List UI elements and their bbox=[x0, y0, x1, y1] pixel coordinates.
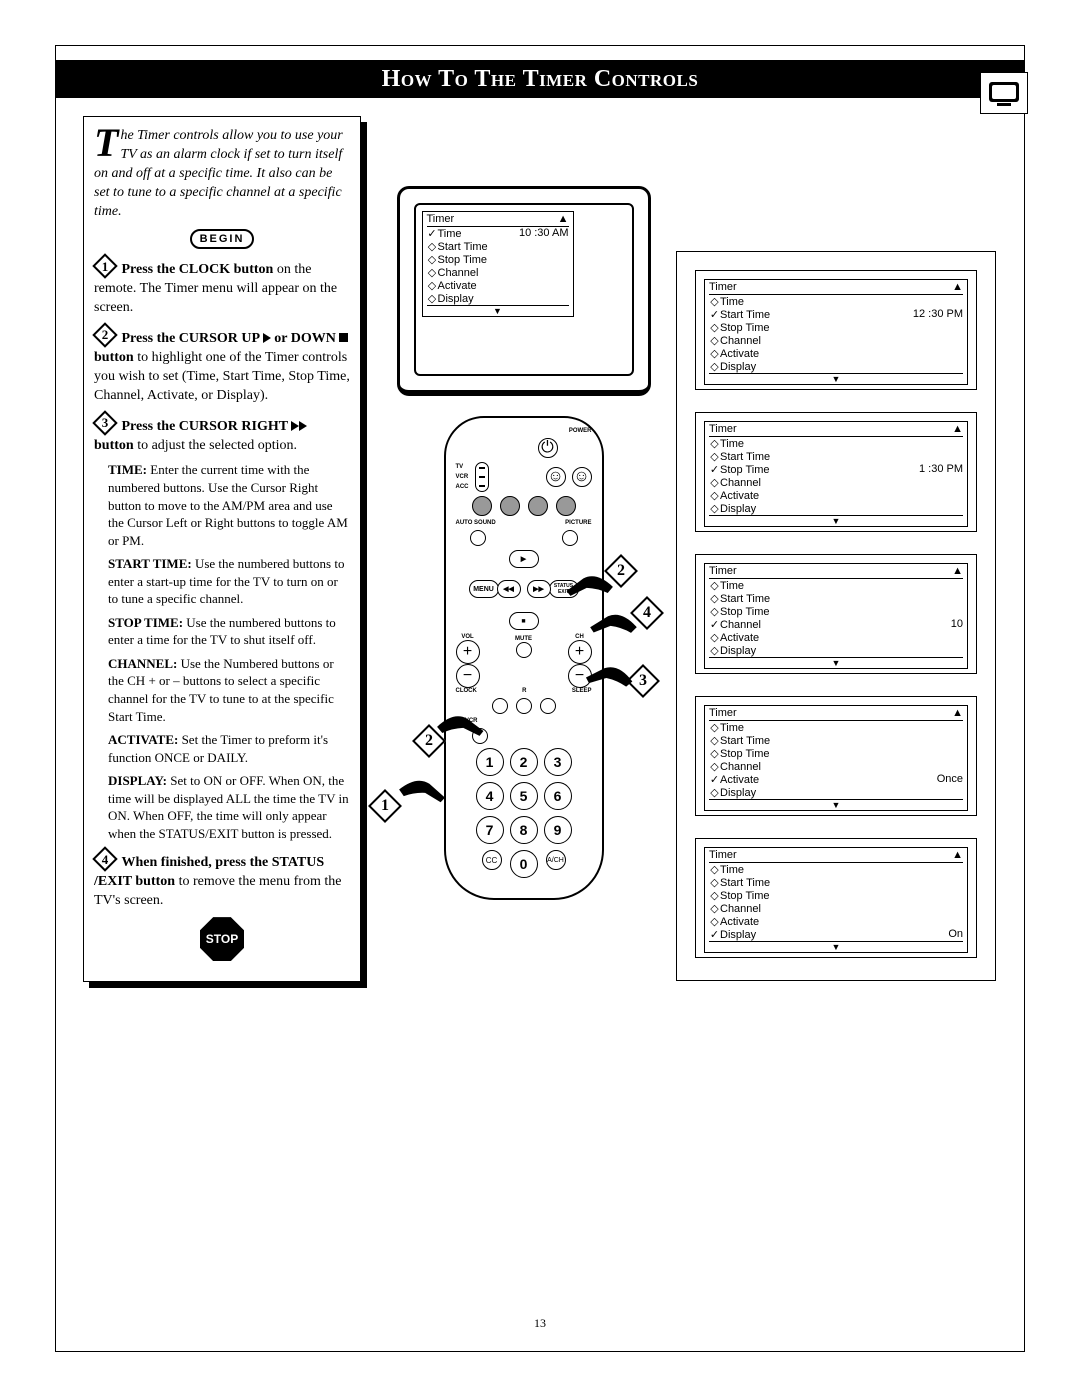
cursor-up-button[interactable]: ▶ bbox=[509, 550, 539, 568]
mode-tv-label: TV bbox=[456, 462, 469, 472]
vol-down-button[interactable]: − bbox=[456, 664, 480, 688]
num-1-button[interactable]: 1 bbox=[476, 748, 504, 776]
side-menu-4: Timer▲◇Time◇Start Time◇Stop Time◇Channel… bbox=[695, 838, 977, 958]
step-3-number-icon: 3 bbox=[94, 412, 116, 434]
mute-button[interactable] bbox=[516, 642, 532, 658]
side-menu-2: Timer▲◇Time◇Start Time◇Stop Time✓Channel… bbox=[695, 554, 977, 674]
r-button[interactable] bbox=[516, 698, 532, 714]
aux-button-2[interactable]: ☺ bbox=[572, 467, 592, 487]
side-menus: Timer▲◇Time✓Start Time12 :30 PM◇Stop Tim… bbox=[676, 251, 996, 981]
tvvcr-button[interactable] bbox=[472, 728, 488, 744]
vol-up-button[interactable]: + bbox=[456, 640, 480, 664]
num-5-button[interactable]: 5 bbox=[510, 782, 538, 810]
title-bar: How To The Timer Controls bbox=[56, 60, 1024, 98]
color-btn-2[interactable] bbox=[500, 496, 520, 516]
num-9-button[interactable]: 9 bbox=[544, 816, 572, 844]
step-3: 3 Press the CURSOR RIGHT button to adjus… bbox=[94, 412, 350, 456]
autosound-label: AUTO SOUND bbox=[456, 520, 496, 526]
page-title: How To The Timer Controls bbox=[382, 66, 699, 93]
mute-label: MUTE bbox=[515, 636, 532, 642]
sub-display: DISPLAY: Set to ON or OFF. When ON, the … bbox=[108, 772, 350, 842]
num-3-button[interactable]: 3 bbox=[544, 748, 572, 776]
intro-text: The Timer controls allow you to use your… bbox=[94, 127, 350, 221]
callout-3: 3 bbox=[628, 666, 658, 696]
picture-label: PICTURE bbox=[565, 520, 591, 526]
callout-2b: 2 bbox=[606, 556, 636, 586]
instructions: The Timer controls allow you to use your… bbox=[83, 116, 361, 982]
menu-button[interactable]: MENU bbox=[469, 580, 499, 598]
side-menu-1: Timer▲◇Time◇Start Time✓Stop Time1 :30 PM… bbox=[695, 412, 977, 532]
power-label: POWER bbox=[456, 428, 592, 434]
r-label: R bbox=[522, 688, 526, 694]
stop-badge: STOP bbox=[200, 917, 244, 961]
mode-acc-label: ACC bbox=[456, 482, 469, 492]
dpad: MENU STATUS EXIT ▶ ■ ◀◀ ▶▶ bbox=[469, 550, 579, 630]
step-1-number-icon: 1 bbox=[94, 255, 116, 277]
color-btn-1[interactable] bbox=[472, 496, 492, 516]
autosound-button[interactable] bbox=[470, 530, 486, 546]
step-4: 4 When finished, press the STATUS /EXIT … bbox=[94, 848, 350, 911]
callout-4: 4 bbox=[632, 598, 662, 628]
aux-button-1[interactable]: ☺ bbox=[546, 467, 566, 487]
begin-badge: BEGIN bbox=[190, 229, 255, 249]
sub-start-time: START TIME: Use the numbered buttons to … bbox=[108, 555, 350, 608]
tv-frame: Timer▲✓Time10 :30 AM◇Start Time◇Stop Tim… bbox=[397, 186, 651, 396]
ch-up-button[interactable]: + bbox=[568, 640, 592, 664]
sub-time: TIME: Enter the current time with the nu… bbox=[108, 461, 350, 549]
page-number: 13 bbox=[56, 1316, 1024, 1331]
ach-button[interactable]: A/CH bbox=[546, 850, 566, 870]
cursor-right-button[interactable]: ▶▶ bbox=[527, 580, 551, 598]
num-7-button[interactable]: 7 bbox=[476, 816, 504, 844]
callout-2a: 2 bbox=[414, 726, 444, 756]
callout-1: 1 bbox=[370, 791, 400, 821]
clock-label: CLOCK bbox=[456, 688, 477, 694]
cursor-left-button[interactable]: ◀◀ bbox=[497, 580, 521, 598]
mode-switch[interactable] bbox=[475, 462, 489, 492]
tv-screen: Timer▲✓Time10 :30 AM◇Start Time◇Stop Tim… bbox=[414, 203, 634, 376]
sleep-label: SLEEP bbox=[572, 688, 592, 694]
cc-button[interactable]: CC bbox=[482, 850, 502, 870]
status-exit-button[interactable]: STATUS EXIT bbox=[549, 580, 579, 598]
tvvcr-label: TV/VCR bbox=[456, 718, 592, 724]
tv-menu: Timer▲✓Time10 :30 AM◇Start Time◇Stop Tim… bbox=[422, 211, 574, 317]
sub-channel: CHANNEL: Use the Numbered buttons or the… bbox=[108, 655, 350, 725]
stage: Timer▲✓Time10 :30 AM◇Start Time◇Stop Tim… bbox=[376, 186, 671, 900]
num-4-button[interactable]: 4 bbox=[476, 782, 504, 810]
num-2-button[interactable]: 2 bbox=[510, 748, 538, 776]
clock-button[interactable] bbox=[492, 698, 508, 714]
remote: POWER ⏻ TV VCR ACC ☺ ☺ bbox=[444, 416, 604, 900]
page-frame: How To The Timer Controls The Timer cont… bbox=[55, 45, 1025, 1352]
color-btn-3[interactable] bbox=[528, 496, 548, 516]
num-0-button[interactable]: 0 bbox=[510, 850, 538, 878]
sub-activate: ACTIVATE: Set the Timer to preform it's … bbox=[108, 731, 350, 766]
cursor-down-button[interactable]: ■ bbox=[509, 612, 539, 630]
picture-button[interactable] bbox=[562, 530, 578, 546]
side-menu-3: Timer▲◇Time◇Start Time◇Stop Time◇Channel… bbox=[695, 696, 977, 816]
step-1: 1 Press the CLOCK button on the remote. … bbox=[94, 255, 350, 318]
sleep-button[interactable] bbox=[540, 698, 556, 714]
step-2: 2 Press the CURSOR UP or DOWN button to … bbox=[94, 324, 350, 406]
step-4-number-icon: 4 bbox=[94, 848, 116, 870]
ch-down-button[interactable]: − bbox=[568, 664, 592, 688]
step-2-number-icon: 2 bbox=[94, 324, 116, 346]
side-menu-0: Timer▲◇Time✓Start Time12 :30 PM◇Stop Tim… bbox=[695, 270, 977, 390]
color-btn-4[interactable] bbox=[556, 496, 576, 516]
numpad: 123 456 789 bbox=[456, 748, 592, 844]
num-8-button[interactable]: 8 bbox=[510, 816, 538, 844]
title-tv-icon bbox=[980, 72, 1028, 114]
power-button[interactable]: ⏻ bbox=[538, 438, 558, 458]
mode-vcr-label: VCR bbox=[456, 472, 469, 482]
num-6-button[interactable]: 6 bbox=[544, 782, 572, 810]
sub-stop-time: STOP TIME: Use the numbered buttons to e… bbox=[108, 614, 350, 649]
